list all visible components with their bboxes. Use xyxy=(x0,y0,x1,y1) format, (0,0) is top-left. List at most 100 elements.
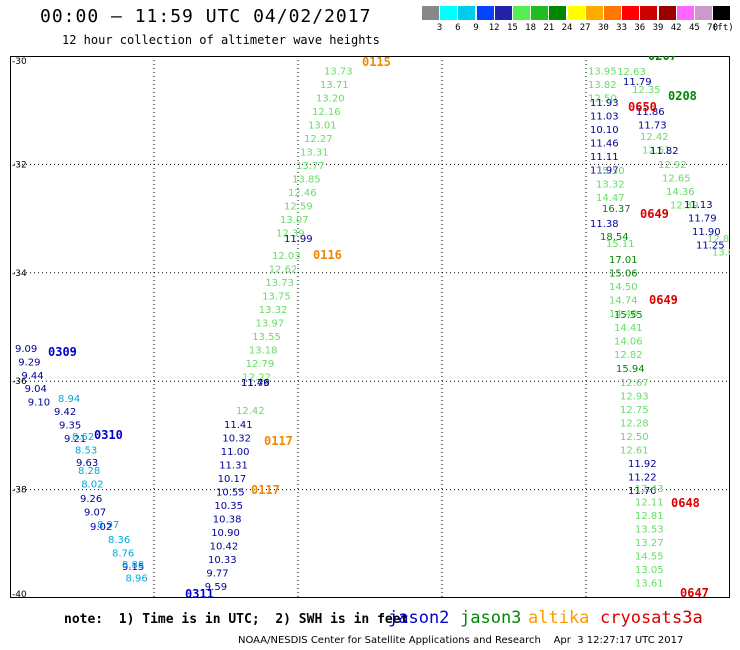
lat-tick-label: -34 xyxy=(12,269,27,279)
wave-height-label: 12.22 xyxy=(242,373,271,384)
wave-height-label: 13.27 xyxy=(635,538,664,549)
wave-height-label: 13.71 xyxy=(320,80,349,91)
wave-height-label: 13.55 xyxy=(252,332,281,343)
lat-tick-label: -32 xyxy=(12,160,27,170)
wave-height-label: 8.94 xyxy=(58,394,80,405)
wave-height-label: 12.92 xyxy=(658,160,687,171)
wave-height-label: 11.25 xyxy=(696,241,725,252)
wave-height-label: 11.93 xyxy=(590,98,619,109)
wave-height-label: 10.33 xyxy=(208,555,237,566)
wave-height-label: 14.06 xyxy=(614,337,643,348)
legend-swatch xyxy=(695,6,712,20)
wave-height-label: 12.43 xyxy=(635,484,664,495)
wave-height-label: 8.88 xyxy=(122,560,144,571)
pass-time-tag: 0311 xyxy=(185,587,214,598)
wave-height-label: 11.11 xyxy=(590,152,619,163)
lat-tick-label: -30 xyxy=(12,57,27,67)
figure-subtitle: 12 hour collection of altimeter wave hei… xyxy=(62,33,380,47)
pass-time-tag: 0649 xyxy=(649,293,678,307)
legend-swatch xyxy=(567,6,585,20)
note-text: note: 1) Time is in UTC; 2) SWH is in fe… xyxy=(64,612,409,627)
wave-height-label: 13.53 xyxy=(635,525,664,536)
wave-height-label: 10.10 xyxy=(590,125,619,136)
wave-height-label: 12.39 xyxy=(670,201,699,212)
legend-swatch xyxy=(713,6,731,20)
wave-height-label: 9.09 xyxy=(15,344,37,355)
wave-height-label: 10.35 xyxy=(214,501,243,512)
wave-height-label: 13.05 xyxy=(635,565,664,576)
wave-height-label: 13.97 xyxy=(256,319,285,330)
pass-time-tag: 0117 xyxy=(251,483,280,497)
wave-height-label: 10.55 xyxy=(216,488,245,499)
wave-height-label: 9.29 xyxy=(18,357,40,368)
wave-height-label: 11.38 xyxy=(590,219,619,230)
wave-height-label: 9.77 xyxy=(206,569,228,580)
wave-height-label: 14.41 xyxy=(614,323,643,334)
legend-swatch xyxy=(549,6,567,20)
pass-time-tag: 0649 xyxy=(640,207,669,221)
legend-swatch xyxy=(440,6,458,20)
legend-swatch xyxy=(494,6,512,20)
legend-label: 27 xyxy=(579,23,591,33)
wave-height-label: 9.42 xyxy=(54,407,76,418)
wave-height-label: 15.06 xyxy=(609,269,638,280)
legend-swatch xyxy=(458,6,476,20)
wave-height-label: 11.79 xyxy=(688,214,717,225)
wave-height-label: 9.21 xyxy=(64,434,86,445)
wave-height-label: 12.46 xyxy=(288,188,317,199)
map-plot-area: -30-32-34-36-38-40-120-117-114-111-108-1… xyxy=(10,56,730,598)
wave-height-label: 8.28 xyxy=(78,466,100,477)
wave-height-label: 15.94 xyxy=(616,364,645,375)
wave-height-label: 10.90 xyxy=(211,528,240,539)
wave-height-label: 9.04 xyxy=(25,384,47,395)
footer-credit: NOAA/NESDIS Center for Satellite Applica… xyxy=(238,635,684,646)
legend-label: 21 xyxy=(543,23,555,33)
wave-height-label: 14.55 xyxy=(635,552,664,563)
legend-swatch xyxy=(531,6,549,20)
wave-height-label: 9.44 xyxy=(21,371,43,382)
legend-swatch xyxy=(676,6,694,20)
pass-time-tag: 0115 xyxy=(362,56,391,69)
legend-label: 9 xyxy=(473,23,479,33)
wave-height-label: 11.31 xyxy=(219,461,248,472)
pass-time-tag: 0310 xyxy=(94,428,123,442)
pass-time-tag: 0208 xyxy=(668,89,697,103)
wave-height-label: 11.41 xyxy=(224,420,253,431)
wave-height-label: 11.03 xyxy=(590,112,619,123)
wave-height-label: 12.50 xyxy=(588,94,617,105)
wave-height-label: 13.04 xyxy=(712,248,730,259)
wave-height-label: 12.62 xyxy=(269,265,298,276)
pass-time-tag: 0647 xyxy=(680,586,709,598)
wave-height-label: 13.77 xyxy=(296,161,325,172)
legend-label: 3 xyxy=(436,23,443,33)
wave-height-label: 12.65 xyxy=(662,174,691,185)
wave-height-label: 8.96 xyxy=(126,574,148,585)
legend-label: 70 xyxy=(707,23,719,33)
wave-height-label: 13.85 xyxy=(292,175,321,186)
wave-height-label: 9.15 xyxy=(122,562,144,573)
wave-height-label: 8.53 xyxy=(75,446,97,457)
wave-height-label: 8.02 xyxy=(81,480,103,491)
wave-height-label: 13.20 xyxy=(316,94,345,105)
wave-height-label: 11.22 xyxy=(628,473,657,484)
wave-height-label: 12.03 xyxy=(272,251,301,262)
wave-height-label: 9.10 xyxy=(28,398,50,409)
wave-height-label: 12.16 xyxy=(312,107,341,118)
wave-height-label: 14.47 xyxy=(596,193,625,204)
wave-height-label: 11.00 xyxy=(221,447,250,458)
legend-label: 45 xyxy=(688,23,700,33)
wave-height-label: 8.76 xyxy=(112,549,134,560)
wave-height-label: 10.32 xyxy=(222,434,251,445)
satellite-label-s3a: s3a xyxy=(672,608,703,628)
wave-height-label: 12.11 xyxy=(635,498,664,509)
wave-height-label: 11.13 xyxy=(684,200,713,211)
wave-height-label: 12.61 xyxy=(620,446,649,457)
wave-height-label: 15.50 xyxy=(596,166,625,177)
legend-swatch xyxy=(476,6,494,20)
legend-swatch xyxy=(513,6,530,20)
wave-height-label: 9.35 xyxy=(59,421,81,432)
wave-height-label: 9.02 xyxy=(90,522,112,533)
wave-height-label: 13.32 xyxy=(596,180,625,191)
wave-height-label: 8.62 xyxy=(72,432,94,443)
